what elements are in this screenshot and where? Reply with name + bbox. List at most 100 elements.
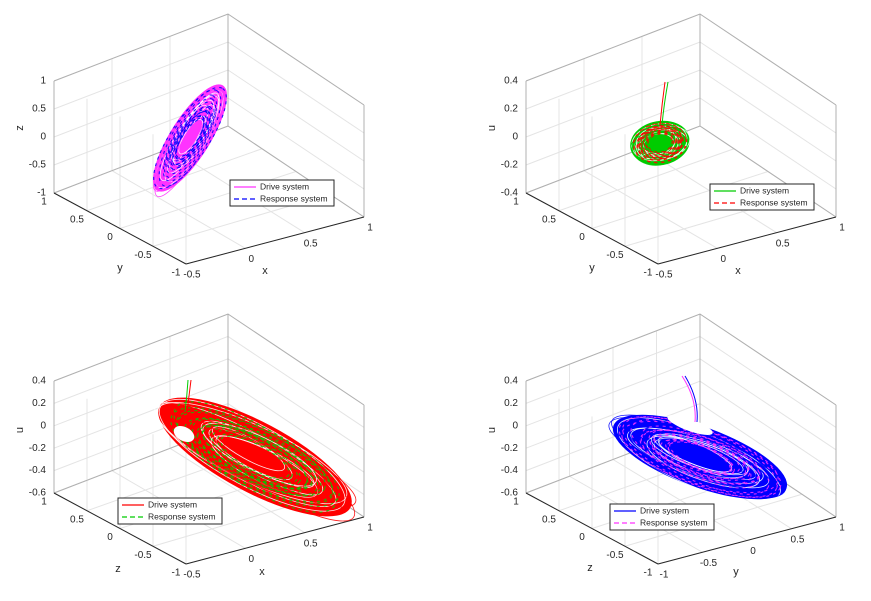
response-trajectory-loop [163, 97, 217, 179]
attractor-trajectory [630, 81, 691, 166]
z-tick-label: 0 [40, 420, 46, 431]
attractor-hole [667, 415, 713, 435]
response-trajectory-loop [153, 86, 227, 190]
y-tick-label: 0 [579, 532, 585, 543]
response-trajectory-loop [217, 433, 293, 481]
drive-trajectory-loop [158, 398, 346, 512]
response-trajectory-loop [647, 133, 673, 153]
response-trajectory-loop [196, 424, 314, 490]
response-trajectory-loop [169, 110, 211, 166]
response-trajectory-loop [175, 117, 205, 159]
y-tick-label: -1 [644, 568, 653, 579]
transient-response [184, 379, 189, 413]
x-tick-label: 1 [367, 523, 373, 534]
transient-drive [684, 375, 698, 423]
y-tick-label: -1 [172, 268, 181, 279]
response-trajectory-loop [642, 129, 678, 157]
legend: Drive system Response system [229, 179, 335, 207]
z-tick-label: -0.6 [501, 488, 519, 499]
response-trajectory-loop [659, 438, 741, 476]
z-axis-label: u [486, 427, 498, 433]
transient-response [659, 81, 666, 126]
response-trajectory-loop [169, 110, 211, 166]
z-tick-label: -0.2 [501, 160, 519, 171]
x-axis-label: x [262, 265, 268, 277]
y-tick-label: -1 [644, 268, 653, 279]
subplot-bottom-right: -1-0.500.51-1-0.500.51-0.6-0.4-0.200.20.… [486, 313, 845, 581]
z-tick-label: -0.4 [501, 465, 519, 476]
response-trajectory-loop [639, 127, 681, 159]
y-tick-label: 0.5 [70, 514, 84, 525]
response-trajectory-loop [175, 118, 205, 158]
response-trajectory-loop [641, 128, 679, 158]
z-axis-label: z [14, 125, 26, 131]
z-tick-label: -0.2 [501, 443, 519, 454]
grid-line [591, 171, 769, 229]
legend-label-response: Response system [640, 517, 708, 527]
attractor-trajectory [153, 84, 227, 198]
z-tick-label: -0.5 [29, 160, 47, 171]
legend-label-response: Response system [260, 193, 328, 203]
drive-trajectory-loop [168, 112, 207, 175]
x-tick-label: 1 [839, 523, 845, 534]
y-tick-label: -0.5 [606, 550, 624, 561]
z-tick-label: 0.4 [504, 376, 518, 387]
axis-lines [525, 192, 837, 265]
x-tick-label: -1 [660, 570, 669, 581]
response-trajectory-loop [176, 410, 334, 504]
drive-trajectory-loop [155, 89, 226, 190]
x-tick-label: -0.5 [183, 570, 201, 581]
z-tick-label: 0.4 [504, 76, 518, 87]
drive-trajectory-loop [165, 405, 332, 499]
x-axis-line [657, 516, 837, 565]
y-axis-label: z [115, 563, 121, 575]
response-trajectory-loop [202, 424, 308, 490]
drive-trajectory-loop [643, 430, 775, 497]
legend-box [609, 503, 715, 531]
response-trajectory-loop [165, 101, 215, 175]
x-tick-label: 1 [367, 223, 373, 234]
z-tick-label: -0.4 [29, 465, 47, 476]
y-axis-label: y [117, 262, 123, 274]
response-trajectory-loop [640, 429, 760, 485]
z-tick-label: 0.2 [32, 398, 46, 409]
response-trajectory-loop [640, 128, 680, 158]
response-trajectory-loop [653, 434, 747, 480]
x-tick-label: 0 [249, 254, 255, 265]
response-trajectory-loop [188, 417, 322, 497]
y-tick-label: 0.5 [542, 214, 556, 225]
drive-trajectory-loop [630, 130, 685, 161]
grid-line [525, 313, 837, 406]
x-tick-label: -0.5 [655, 270, 673, 281]
z-tick-label: -0.2 [29, 443, 47, 454]
y-tick-label: 0 [107, 232, 113, 243]
legend-label-drive: Drive system [740, 185, 789, 195]
transient-drive [661, 81, 669, 126]
response-trajectory-loop [208, 428, 302, 486]
drive-trajectory-loop [646, 435, 760, 488]
x-axis-line [185, 516, 365, 565]
response-trajectory-loop [666, 439, 734, 475]
response-trajectory-loop [639, 429, 761, 485]
z-tick-label: 0.2 [504, 104, 518, 115]
z-axis-label: u [14, 427, 26, 433]
y-axis-label: z [587, 562, 593, 574]
y-tick-label: 0.5 [542, 514, 556, 525]
y-tick-label: 1 [41, 497, 47, 508]
response-trajectory-loop [211, 430, 299, 484]
response-trajectory-loop [184, 417, 326, 497]
legend-box [117, 497, 223, 525]
legend-label-drive: Drive system [260, 181, 309, 191]
x-tick-label: 0.5 [776, 238, 790, 249]
legend-label-drive: Drive system [148, 499, 197, 509]
back-top-edge [53, 313, 365, 406]
legend-label-response: Response system [740, 197, 808, 207]
x-tick-label: 0 [750, 546, 756, 557]
axes-box [525, 313, 837, 518]
z-axis-label: u [486, 125, 498, 131]
response-trajectory-loop [170, 407, 340, 507]
response-trajectory-loop [633, 123, 687, 163]
y-tick-label: 1 [513, 197, 519, 208]
x-tick-label: 0.5 [304, 538, 318, 549]
subplot-bottom-left: -0.500.51-1-0.500.51-0.6-0.4-0.200.20.4x… [14, 313, 373, 581]
